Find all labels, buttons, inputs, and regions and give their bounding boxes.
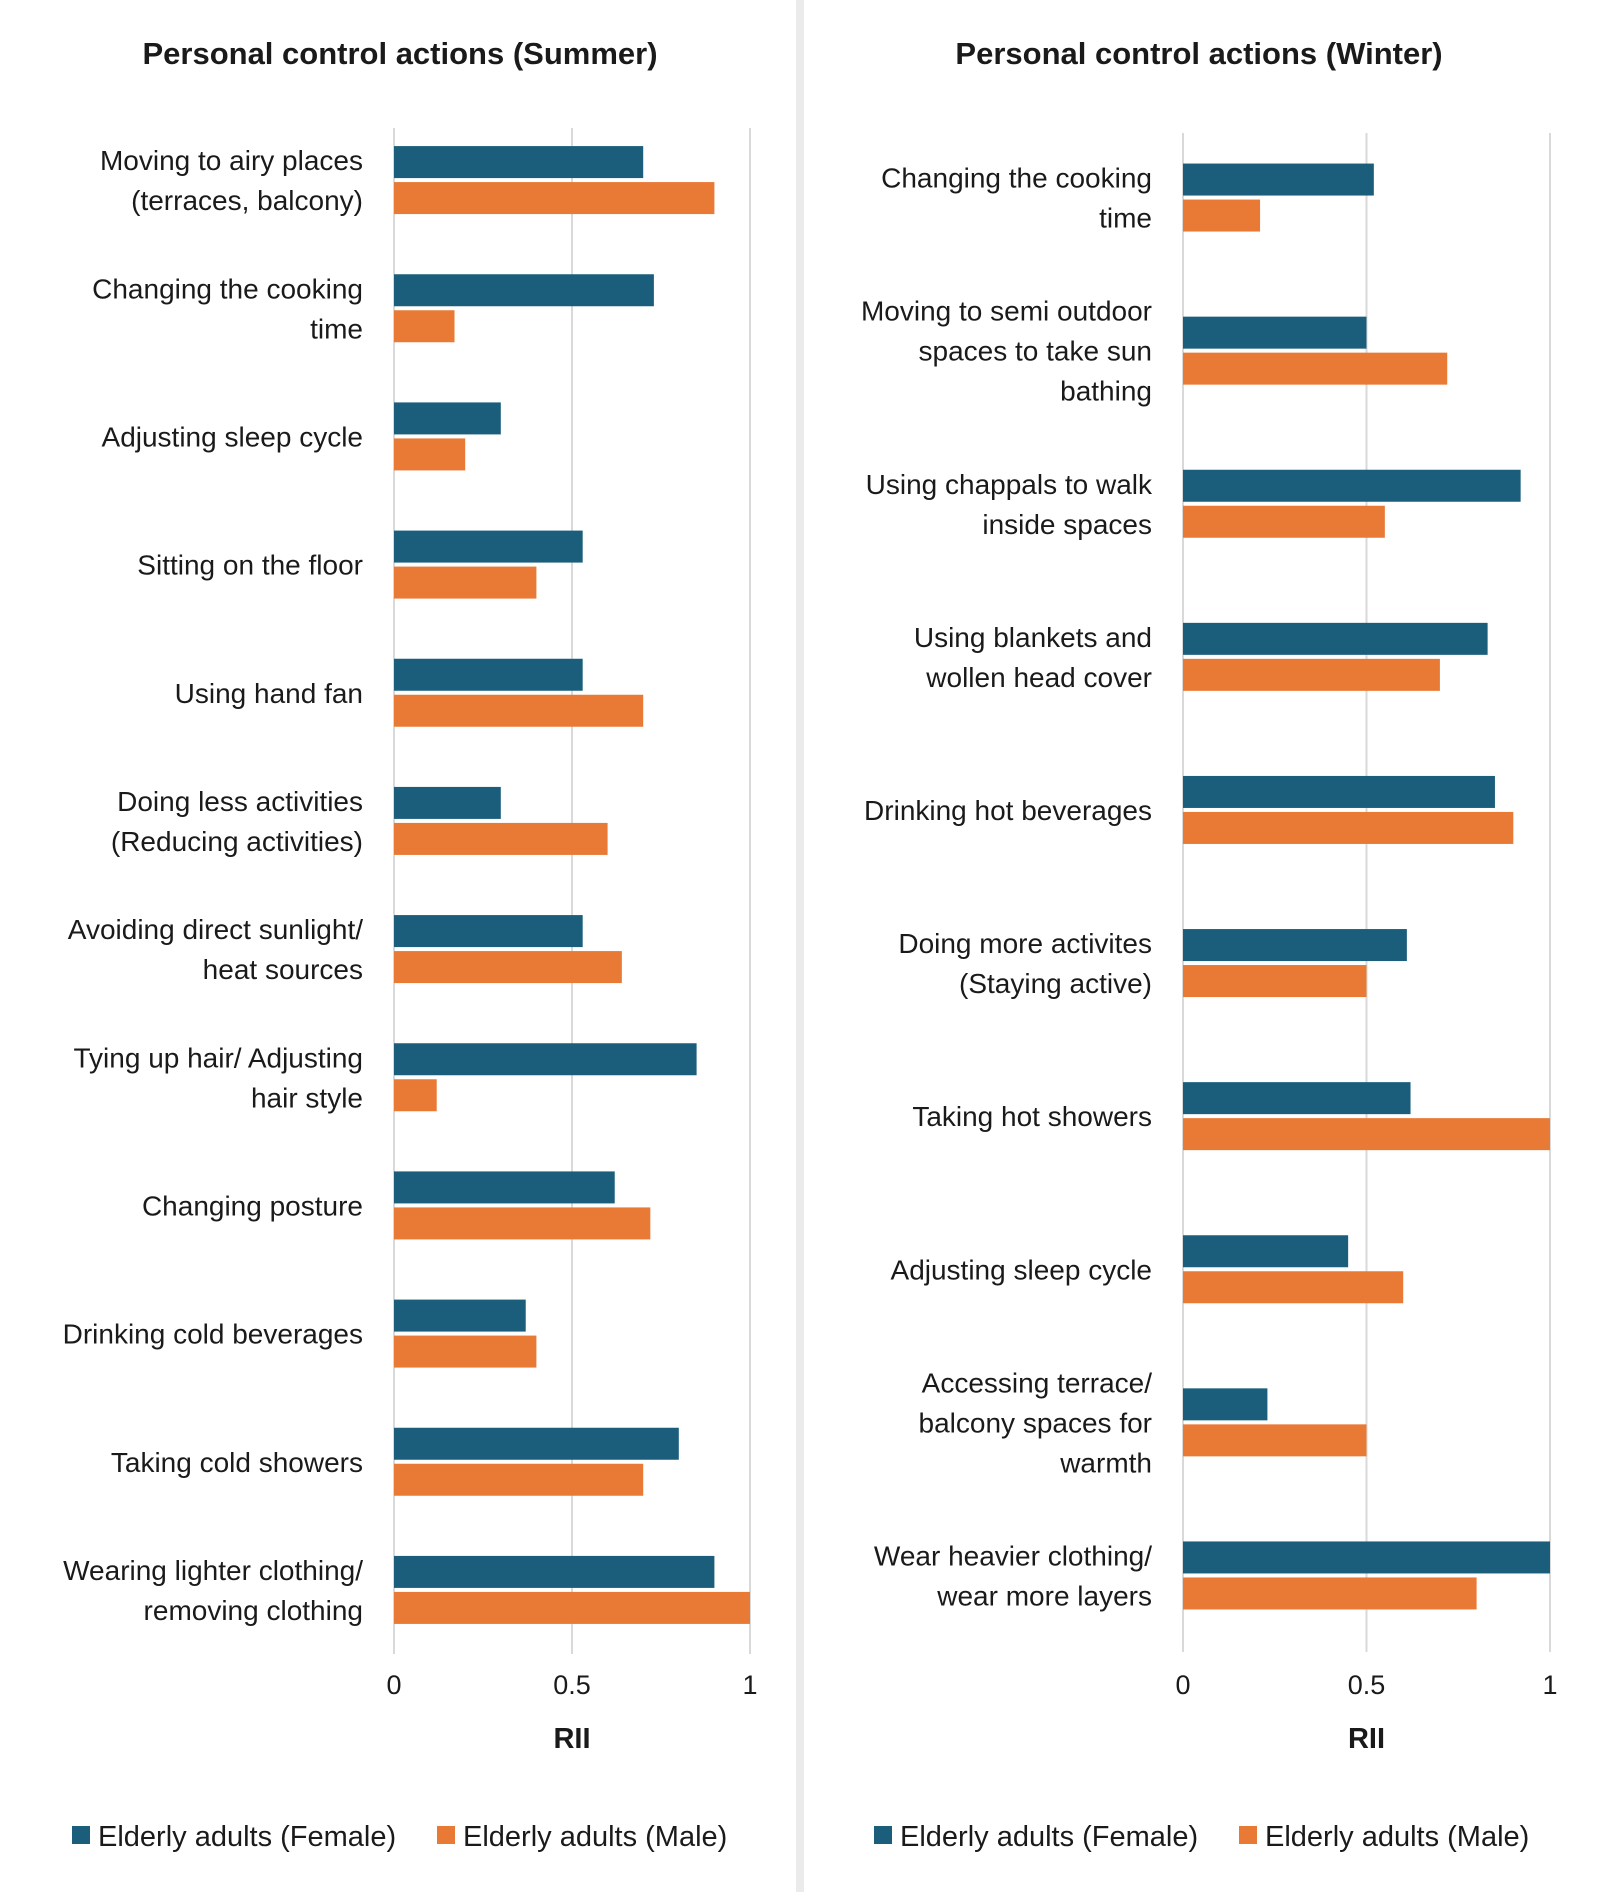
summer-chart-panel: Personal control actions (Summer) 0 0.5 1 RI…	[0, 0, 796, 1892]
summer-legend-swatch-male	[437, 1826, 455, 1844]
summer-x-tick-label: 1	[742, 1670, 757, 1700]
winter-category-label: Doing more activites (Staying active)	[898, 928, 1152, 999]
summer-chart-title: Personal control actions (Summer)	[142, 36, 657, 71]
winter-bar-male	[1183, 1577, 1477, 1610]
winter-bar-female	[1183, 1082, 1411, 1115]
winter-category-label: Drinking hot beverages	[864, 795, 1152, 826]
summer-category-label: Changing posture	[142, 1190, 363, 1221]
winter-bar-male	[1183, 658, 1440, 691]
winter-x-tick-label: 0	[1175, 1670, 1190, 1700]
winter-legend-swatch-female	[874, 1826, 892, 1844]
summer-bar-female	[394, 1555, 715, 1588]
winter-category-label: Accessing terrace/balcony spaces for warm…	[919, 1367, 1153, 1478]
winter-bar-male	[1183, 965, 1367, 998]
summer-bar-male	[394, 566, 537, 599]
summer-category-label: Avoiding direct sunlight/heat sources	[68, 914, 363, 985]
summer-category-label: Sitting on the floor	[137, 550, 363, 581]
summer-bar-female	[394, 274, 654, 307]
summer-category-label: Doing less activities (Reducing activitie…	[111, 786, 363, 857]
winter-bar-male	[1183, 1118, 1550, 1151]
summer-bar-female	[394, 1427, 679, 1460]
summer-bar-male	[394, 310, 455, 343]
summer-bar-male	[394, 951, 622, 984]
summer-category-label: Wearing lighter clothing/removing clothi…	[63, 1555, 363, 1626]
summer-category-label: Taking cold showers	[111, 1447, 363, 1478]
summer-category-label: Using hand fan	[175, 678, 363, 709]
summer-bar-male	[394, 438, 466, 471]
winter-category-label: Adjusting sleep cycle	[891, 1254, 1152, 1285]
summer-bar-female	[394, 1043, 697, 1076]
winter-bar-female	[1183, 316, 1367, 349]
winter-legend-label-female: Elderly adults (Female)	[900, 1821, 1198, 1853]
winter-category-label: Using chappals to walk inside spaces	[866, 469, 1153, 540]
winter-x-tick-label: 1	[1542, 1670, 1557, 1700]
summer-bar-female	[394, 530, 583, 563]
winter-chart: Personal control actions (Winter) 0 0.5 1 RI…	[861, 36, 1558, 1853]
winter-category-label: Taking hot showers	[912, 1101, 1152, 1132]
winter-bar-female	[1183, 1388, 1268, 1421]
summer-bar-female	[394, 402, 501, 435]
summer-bar-male	[394, 1463, 644, 1496]
summer-category-label: Adjusting sleep cycle	[102, 421, 363, 452]
summer-x-tick-label: 0	[386, 1670, 401, 1700]
summer-bar-male	[394, 1591, 750, 1624]
winter-category-label: Changing the cooking time	[881, 163, 1152, 234]
summer-bar-male	[394, 1079, 437, 1112]
summer-category-label: Drinking cold beverages	[63, 1319, 363, 1350]
winter-chart-title: Personal control actions (Winter)	[955, 36, 1442, 71]
summer-bar-female	[394, 915, 583, 948]
summer-legend-swatch-female	[72, 1826, 90, 1844]
winter-bar-female	[1183, 929, 1407, 962]
winter-legend-label-male: Elderly adults (Male)	[1265, 1821, 1529, 1853]
winter-bar-female	[1183, 1541, 1550, 1574]
winter-bar-male	[1183, 1424, 1367, 1457]
panel-divider	[796, 0, 804, 1892]
summer-bar-female	[394, 1171, 615, 1204]
summer-legend-label-female: Elderly adults (Female)	[98, 1821, 396, 1853]
summer-bar-male	[394, 1207, 651, 1240]
winter-bar-female	[1183, 469, 1521, 502]
winter-bar-female	[1183, 775, 1495, 808]
winter-bar-male	[1183, 505, 1385, 538]
summer-bar-female	[394, 146, 644, 179]
summer-x-axis-label: RII	[553, 1723, 590, 1755]
winter-bar-male	[1183, 199, 1261, 232]
summer-legend-label-male: Elderly adults (Male)	[463, 1821, 727, 1853]
summer-bar-male	[394, 822, 608, 855]
winter-bar-female	[1183, 622, 1488, 655]
winter-legend-swatch-male	[1239, 1826, 1257, 1844]
summer-bar-female	[394, 786, 501, 819]
summer-bar-female	[394, 1299, 526, 1332]
summer-chart: Personal control actions (Summer) 0 0.5 1 RI…	[63, 36, 758, 1853]
winter-x-tick-label: 0.5	[1348, 1670, 1386, 1700]
winter-bar-male	[1183, 352, 1448, 385]
winter-bar-male	[1183, 1271, 1404, 1304]
summer-bar-male	[394, 182, 715, 215]
winter-category-label: Wear heavier clothing/wear more layers	[874, 1540, 1152, 1611]
summer-bar-male	[394, 694, 644, 727]
summer-category-label: Changing the cooking time	[92, 273, 363, 344]
summer-bar-male	[394, 1335, 537, 1368]
winter-x-axis-label: RII	[1348, 1723, 1385, 1755]
summer-category-label: Moving to airy places (terraces, balcony)	[100, 145, 363, 216]
winter-bar-female	[1183, 1235, 1349, 1268]
summer-bar-female	[394, 658, 583, 691]
winter-category-label: Moving to semi outdoor spaces to take sun…	[861, 296, 1152, 407]
winter-chart-panel: Personal control actions (Winter) 0 0.5 1 RI…	[804, 0, 1600, 1892]
winter-bar-female	[1183, 163, 1374, 196]
winter-category-label: Using blankets and wollen head cover	[914, 622, 1152, 693]
winter-bar-male	[1183, 811, 1514, 844]
summer-x-tick-label: 0.5	[553, 1670, 591, 1700]
summer-category-label: Tying up hair/ Adjusting hair style	[73, 1042, 363, 1113]
